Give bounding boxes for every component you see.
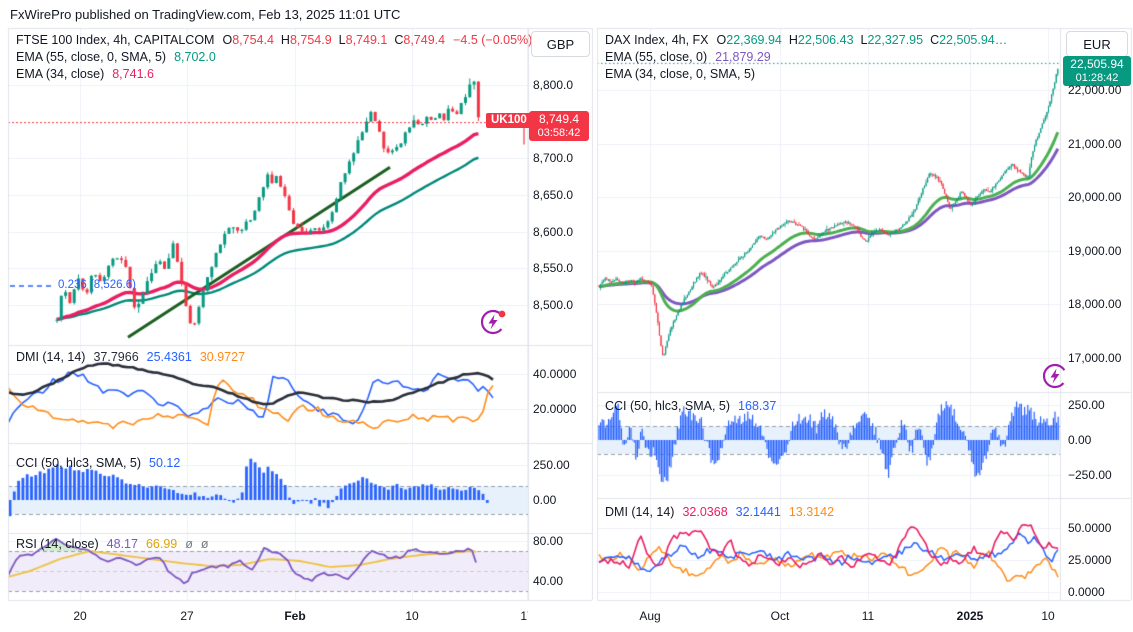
ftse-title: FTSE 100 Index, 4h, CAPITALCOM bbox=[16, 33, 215, 47]
dax-dmi-pink-value: 32.0368 bbox=[682, 505, 728, 519]
dax-cci-value: 168.37 bbox=[738, 399, 777, 413]
ema55-label: EMA (55, close, 0, SMA, 5) bbox=[16, 50, 167, 64]
ftse-price-tick: 8,650.0 bbox=[533, 188, 574, 202]
ftse-price-tick: 8,700.0 bbox=[533, 151, 574, 166]
flash-boost-icon-right[interactable] bbox=[1041, 362, 1069, 390]
dax-legend-ema34[interactable]: EMA (34, close, 0, SMA, 5) bbox=[605, 67, 755, 81]
ftse-legend-ema55[interactable]: EMA (55, close, 0, SMA, 5) 8,702.0 bbox=[16, 50, 216, 64]
dax-dmi-tick: 50.0000 bbox=[1068, 521, 1112, 535]
time-tick-label: 17 bbox=[520, 609, 528, 623]
dax-price-tick: 18,000.00 bbox=[1068, 297, 1122, 312]
time-tick-label: 27 bbox=[180, 609, 194, 623]
rsi-value: 48.17 bbox=[106, 537, 138, 551]
ftse-dmi-tick: 20.0000 bbox=[533, 402, 577, 416]
ftse-price-badge: 8,749.4 03:58:42 bbox=[529, 111, 589, 141]
time-tick-label: Aug bbox=[639, 609, 661, 623]
ftse-dmi-tick: 40.0000 bbox=[533, 367, 577, 381]
ftse-legend-ema34[interactable]: EMA (34, close) 8,741.6 bbox=[16, 67, 154, 81]
dax-ema55-value: 21,879.29 bbox=[715, 50, 771, 64]
ohlc-token: L8,749.1 bbox=[338, 33, 388, 47]
ftse-cci-legend[interactable]: CCI (50, hlc3, SMA, 5) 50.12 bbox=[16, 456, 180, 470]
time-tick-label: 11 bbox=[861, 609, 875, 623]
rsi-zero2: ø bbox=[200, 537, 209, 551]
currency-button-eur[interactable]: EUR bbox=[1066, 31, 1128, 57]
ftse-countdown: 03:58:42 bbox=[537, 126, 581, 139]
ftse-ohlc-values: O8,754.4 H8,754.9 L8,749.1 C8,749.4 bbox=[222, 33, 445, 47]
symbol-badge-uk100: UK100 bbox=[486, 113, 532, 128]
dax-price-tick: 22,000.00 bbox=[1068, 83, 1122, 97]
rsi-zero1: ø bbox=[185, 537, 193, 551]
ftse-change: −4.5 (−0.05%) bbox=[453, 33, 533, 47]
time-tick-label: 2025 bbox=[956, 609, 984, 623]
ema55-value: 8,702.0 bbox=[174, 50, 216, 64]
cci-label: CCI (50, hlc3, SMA, 5) bbox=[16, 456, 142, 470]
dax-title: DAX Index, 4h, FX bbox=[605, 33, 709, 47]
dax-dmi-legend[interactable]: DMI (14, 14) 32.0368 32.1441 13.3142 bbox=[605, 505, 834, 519]
ftse-cci-tick: 0.00 bbox=[533, 493, 557, 507]
dax-dmi-label: DMI (14, 14) bbox=[605, 505, 675, 519]
ftse-time-axis[interactable]: 20 27 Feb 10 17 bbox=[8, 604, 528, 628]
dmi-minusdi-value: 30.9727 bbox=[199, 350, 246, 364]
rsi-label: RSI (14, close) bbox=[16, 537, 99, 551]
ftse-last-price: 8,749.4 bbox=[538, 112, 580, 127]
dax-legend-main[interactable]: DAX Index, 4h, FX O22,369.94 H22,506.43 L2… bbox=[605, 33, 1007, 47]
rsi-ma-value: 66.99 bbox=[145, 537, 178, 551]
time-tick-label: 20 bbox=[73, 609, 87, 623]
ohlc-token: C22,505.94… bbox=[930, 33, 1008, 47]
dax-cci-tick: 0.00 bbox=[1068, 433, 1092, 447]
time-tick-label: 10 bbox=[1041, 609, 1055, 623]
flash-boost-icon-left[interactable] bbox=[479, 308, 507, 336]
dmi-adx-value: 37.7966 bbox=[93, 350, 139, 364]
dax-dmi-tick: 25.0000 bbox=[1068, 553, 1112, 567]
ohlc-token: O22,369.94 bbox=[716, 33, 782, 47]
dax-price-tick: 21,000.00 bbox=[1068, 136, 1122, 151]
time-tick-label: Oct bbox=[770, 609, 790, 623]
dmi-plusdi-value: 25.4361 bbox=[146, 350, 192, 364]
dax-ohlc-values: O22,369.94 H22,506.43 L22,327.95 C22,505.94… bbox=[717, 33, 1008, 47]
ftse-dmi-legend[interactable]: DMI (14, 14) 37.7966 25.4361 30.9727 bbox=[16, 350, 245, 364]
dax-dmi-blue-value: 32.1441 bbox=[735, 505, 781, 519]
dax-legend-ema55[interactable]: EMA (55, close, 0) 21,879.29 bbox=[605, 50, 771, 64]
ohlc-token: O8,754.4 bbox=[222, 33, 274, 47]
ftse-price-tick: 8,800.0 bbox=[533, 78, 574, 92]
ftse-price-tick: 8,550.0 bbox=[533, 261, 574, 276]
cci-value: 50.12 bbox=[149, 456, 181, 470]
ftse-price-tick: 8,600.0 bbox=[533, 224, 574, 239]
ftse-legend-main[interactable]: FTSE 100 Index, 4h, CAPITALCOM O8,754.4 H… bbox=[16, 33, 532, 47]
ftse-price-tick: 8,500.0 bbox=[533, 298, 574, 312]
dax-last-price: 22,505.94 bbox=[1070, 57, 1124, 72]
ema34-value: 8,741.6 bbox=[112, 67, 154, 81]
dax-countdown: 01:28:42 bbox=[1075, 71, 1119, 84]
ohlc-token: L22,327.95 bbox=[860, 33, 924, 47]
dax-cci-legend[interactable]: CCI (50, hlc3, SMA, 5) 168.37 bbox=[605, 399, 776, 413]
ema34-label: EMA (34, close) bbox=[16, 67, 105, 81]
publish-caption: FxWirePro published on TradingView.com, … bbox=[10, 7, 401, 22]
time-tick-label: 10 bbox=[405, 609, 419, 623]
dax-cci-tick: 250.00 bbox=[1068, 398, 1105, 412]
ohlc-token: H22,506.43 bbox=[788, 33, 854, 47]
dax-dmi-tick: 0.0000 bbox=[1068, 585, 1105, 599]
dax-price-badge: 22,505.94 01:28:42 bbox=[1063, 56, 1131, 86]
currency-button-gbp[interactable]: GBP bbox=[531, 31, 590, 57]
dax-ema55-label: EMA (55, close, 0) bbox=[605, 50, 708, 64]
ftse-rsi-tick: 40.00 bbox=[533, 574, 564, 588]
dax-dmi-orange-value: 13.3142 bbox=[788, 505, 835, 519]
ftse-rsi-legend[interactable]: RSI (14, close) 48.17 66.99 ø ø bbox=[16, 537, 209, 551]
ftse-rsi-tick: 80.00 bbox=[533, 534, 564, 548]
dax-ema34-label: EMA (34, close, 0, SMA, 5) bbox=[605, 67, 756, 81]
dax-price-tick: 17,000.00 bbox=[1068, 351, 1122, 365]
dax-cci-label: CCI (50, hlc3, SMA, 5) bbox=[605, 399, 731, 413]
dax-price-tick: 20,000.00 bbox=[1068, 190, 1122, 205]
time-tick-label: Feb bbox=[284, 609, 306, 623]
dax-time-axis[interactable]: Aug Oct 11 2025 10 bbox=[597, 604, 1060, 628]
dmi-label: DMI (14, 14) bbox=[16, 350, 86, 364]
ohlc-token: C8,749.4 bbox=[394, 33, 446, 47]
dax-price-tick: 19,000.00 bbox=[1068, 243, 1122, 258]
ohlc-token: H8,754.9 bbox=[280, 33, 332, 47]
ftse-cci-tick: 250.00 bbox=[533, 458, 570, 472]
fib-level-label: 0.236 (8,526.6) bbox=[58, 279, 137, 291]
dax-cci-tick: −250.00 bbox=[1068, 468, 1112, 482]
